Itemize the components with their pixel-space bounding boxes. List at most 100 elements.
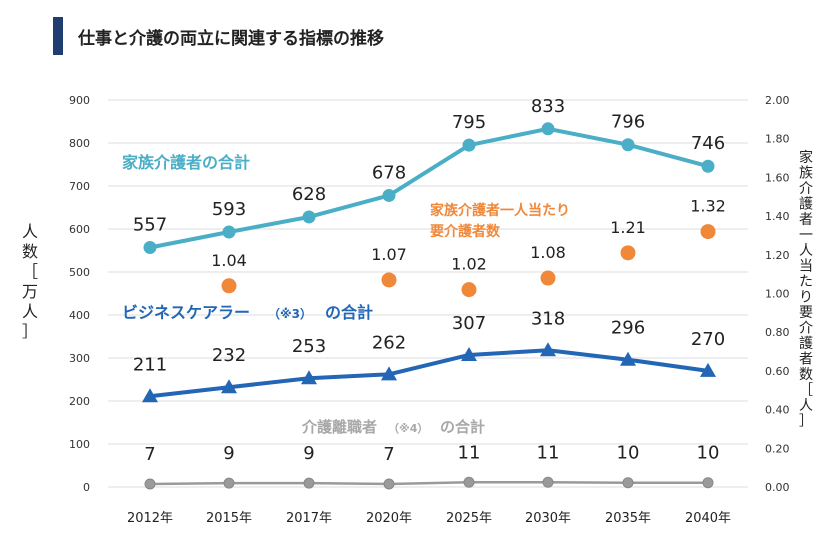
needs-per-caregiver-point bbox=[700, 224, 716, 240]
title-accent-bar bbox=[53, 17, 63, 55]
family-caregivers-data-label: 593 bbox=[212, 199, 246, 220]
needs-per-caregiver-point bbox=[221, 278, 237, 294]
needs-per-caregiver-data-label: 1.32 bbox=[690, 197, 726, 216]
x-tick-label: 2040年 bbox=[685, 511, 731, 526]
y-axis-label-right: 介 bbox=[799, 321, 813, 337]
y-tick-right: 2.00 bbox=[765, 94, 790, 107]
needs-per-caregiver-point bbox=[540, 270, 556, 286]
business-carers-data-label: 307 bbox=[452, 313, 486, 334]
business-carers-data-label: 296 bbox=[611, 318, 645, 339]
y-axis-label-right: 人 bbox=[799, 398, 813, 414]
family-caregivers-data-label: 628 bbox=[292, 184, 326, 205]
care-leavers-data-label: 11 bbox=[537, 442, 560, 463]
y-tick-right: 1.60 bbox=[765, 171, 790, 184]
y-tick-left: 300 bbox=[69, 352, 90, 365]
needs-per-caregiver-data-label: 1.21 bbox=[610, 218, 646, 237]
business-carers-point bbox=[142, 388, 158, 403]
needs-per-caregiver-point bbox=[381, 272, 397, 288]
family-caregivers-point bbox=[541, 122, 555, 136]
care-leavers-point bbox=[463, 476, 475, 488]
care-leavers-point bbox=[223, 477, 235, 489]
chart-title: 仕事と介護の両立に関連する指標の推移 bbox=[78, 29, 384, 49]
needs-per-caregiver-data-label: 1.02 bbox=[451, 255, 487, 274]
y-axis-label-left: 人 bbox=[22, 302, 38, 321]
y-tick-left: 100 bbox=[69, 438, 90, 451]
business-carers-line bbox=[149, 348, 709, 399]
y-tick-right: 1.40 bbox=[765, 210, 790, 223]
family-caregivers-point bbox=[462, 138, 476, 152]
care-leavers-line bbox=[149, 481, 708, 486]
y-axis-label-left: 万 bbox=[22, 282, 38, 301]
y-tick-right: 0.40 bbox=[765, 404, 790, 417]
y-tick-left: 800 bbox=[69, 137, 90, 150]
y-axis-label-right: 護 bbox=[799, 336, 813, 352]
business-carers-data-label: 211 bbox=[133, 354, 167, 375]
y-tick-left: 200 bbox=[69, 395, 90, 408]
y-axis-label-right: 家 bbox=[799, 149, 813, 166]
needs-per-caregiver-data-label: 1.08 bbox=[530, 243, 566, 262]
business-carers-point bbox=[461, 346, 477, 361]
care-leavers-point bbox=[383, 478, 395, 490]
y-tick-right: 1.00 bbox=[765, 288, 790, 301]
y-axis-label-left: ］ bbox=[22, 322, 38, 341]
family-caregivers-point bbox=[143, 240, 157, 254]
family-caregivers-point bbox=[302, 210, 316, 224]
x-tick-label: 2015年 bbox=[206, 511, 252, 526]
care-leavers-data-label: 10 bbox=[617, 443, 640, 464]
y-tick-left: 0 bbox=[83, 481, 90, 494]
y-tick-right: 0.20 bbox=[765, 442, 790, 455]
care-leavers-data-label: 9 bbox=[223, 443, 234, 464]
legend-leavers-note: （※4） bbox=[388, 422, 428, 435]
legend-needs-line1: 家族介護者一人当たり bbox=[430, 202, 570, 219]
y-axis-label-right: 当 bbox=[799, 259, 813, 275]
business-carers-data-label: 232 bbox=[212, 345, 246, 366]
care-leavers-point bbox=[303, 477, 315, 489]
y-axis-label-right: り bbox=[799, 290, 813, 306]
y-tick-right: 0.00 bbox=[765, 481, 790, 494]
care-leavers-data-label: 9 bbox=[303, 443, 314, 464]
y-tick-right: 0.60 bbox=[765, 365, 790, 378]
business-carers-data-label: 253 bbox=[292, 336, 326, 357]
family-caregivers-data-label: 795 bbox=[452, 112, 486, 133]
y-tick-left: 500 bbox=[69, 266, 90, 279]
y-axis-label-right: 族 bbox=[799, 166, 813, 182]
needs-per-caregiver-data-label: 1.07 bbox=[371, 245, 407, 264]
y-tick-left: 400 bbox=[69, 309, 90, 322]
y-axis-label-right: た bbox=[799, 274, 813, 290]
y-tick-left: 700 bbox=[69, 180, 90, 193]
family-caregivers-point bbox=[382, 188, 396, 202]
family-caregivers-point bbox=[222, 225, 236, 239]
care-leavers-point bbox=[542, 476, 554, 488]
business-carers-data-label: 262 bbox=[372, 332, 406, 353]
y-axis-label-right: 人 bbox=[799, 243, 813, 259]
y-axis-label-right: 者 bbox=[799, 352, 813, 368]
y-tick-left: 900 bbox=[69, 94, 90, 107]
care-leavers-data-label: 11 bbox=[458, 442, 481, 463]
y-axis-label-right: 要 bbox=[799, 305, 813, 321]
y-axis-label-right: 一 bbox=[799, 228, 813, 244]
care-leavers-point bbox=[702, 477, 714, 489]
y-axis-label-left: 人 bbox=[22, 222, 38, 241]
legend-leavers-suffix: の合計 bbox=[440, 418, 485, 436]
y-axis-label-right: ［ bbox=[799, 383, 813, 399]
x-tick-label: 2020年 bbox=[366, 511, 412, 526]
y-axis-label-left: ［ bbox=[22, 262, 38, 281]
y-axis-label-right: 護 bbox=[799, 197, 813, 213]
family-caregivers-data-label: 833 bbox=[531, 96, 565, 117]
y-tick-right: 0.80 bbox=[765, 326, 790, 339]
y-axis-label-right: 介 bbox=[799, 181, 813, 197]
family-caregivers-data-label: 557 bbox=[133, 214, 167, 235]
y-axis-label-right: 数 bbox=[799, 367, 813, 383]
y-tick-left: 600 bbox=[69, 223, 90, 236]
business-carers-point bbox=[381, 366, 397, 381]
y-tick-right: 1.80 bbox=[765, 133, 790, 146]
y-tick-right: 1.20 bbox=[765, 249, 790, 262]
legend-business-suffix: の合計 bbox=[325, 303, 373, 322]
legend-needs-line2: 要介護者数 bbox=[430, 223, 501, 240]
y-axis-label-right: ］ bbox=[799, 414, 813, 430]
x-tick-label: 2012年 bbox=[127, 511, 173, 526]
x-tick-label: 2025年 bbox=[446, 511, 492, 526]
care-leavers-data-label: 7 bbox=[383, 444, 394, 465]
family-caregivers-point bbox=[621, 138, 635, 152]
